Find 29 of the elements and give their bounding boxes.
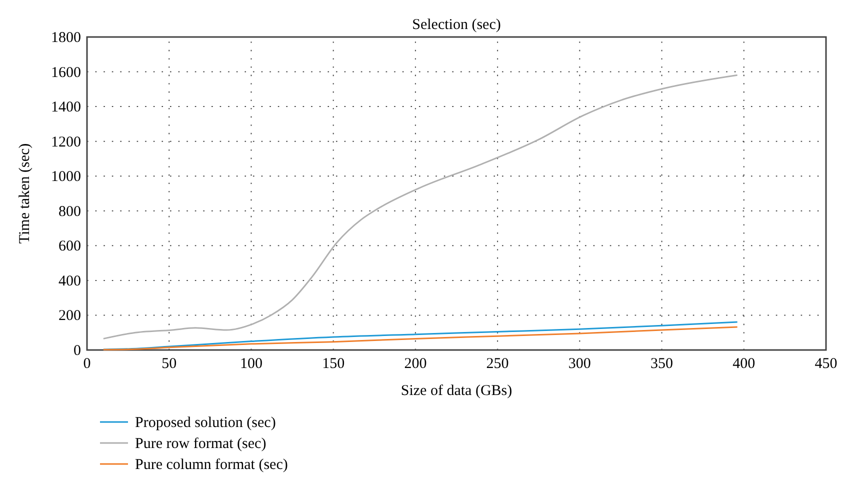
line-series [102,321,738,350]
line-series [102,74,738,340]
y-tick-label: 1000 [51,169,81,186]
y-axis-title: Time taken (sec) [17,143,33,244]
x-tick-label: 300 [568,356,591,372]
legend-label: Proposed solution (sec) [135,415,276,431]
x-tick-label: 150 [322,356,345,372]
x-tick-label: 250 [486,356,509,372]
x-tick-label: 0 [83,356,91,372]
y-tick-label: 0 [74,343,81,359]
y-tick-label: 200 [58,308,81,324]
y-tick-label: 1800 [51,30,81,46]
x-tick-label: 400 [732,356,756,372]
x-axis-title: Size of data (GBs) [400,383,512,399]
x-tick-label: 50 [162,356,177,372]
x-tick-label: 100 [240,356,262,372]
y-tick-label: 1400 [51,100,81,116]
legend-label: Pure row format (sec) [135,436,266,452]
line-series [102,326,738,350]
x-tick-label: 450 [814,356,838,372]
chart-title: Selection (sec) [412,17,501,33]
y-tick-label: 1600 [51,64,81,81]
y-tick-label: 600 [58,238,81,255]
y-tick-label: 400 [58,273,81,290]
x-tick-label: 200 [404,356,427,372]
y-tick-label: 1200 [51,134,81,150]
x-tick-label: 350 [650,356,674,372]
y-tick-label: 800 [58,204,81,220]
legend-label: Pure column format (sec) [135,457,288,473]
